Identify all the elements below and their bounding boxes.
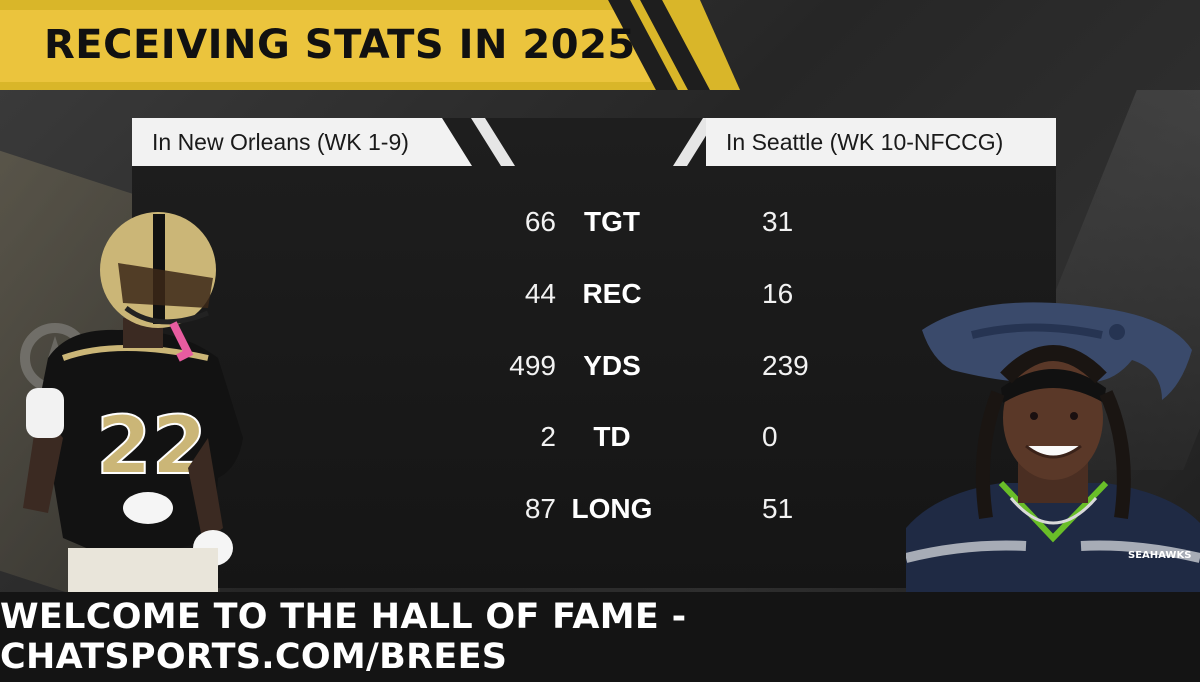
stat-value-right: 239 [762, 350, 809, 381]
team-header-label: In Seattle (WK 10-NFCCG) [726, 128, 1004, 155]
stat-row-td: 2 TD 0 [132, 413, 1056, 463]
stat-value-right: 0 [762, 421, 778, 452]
footer-text: WELCOME TO THE HALL OF FAME - CHATSPORTS… [0, 597, 687, 677]
stat-value-left: 2 [540, 421, 556, 452]
stat-value-right: 51 [762, 493, 794, 524]
team-header-seattle: In Seattle (WK 10-NFCCG) [706, 118, 1056, 166]
stat-value-right: 31 [762, 206, 794, 237]
stat-value-left: 66 [524, 206, 556, 237]
stat-label: REC [582, 278, 642, 309]
stats-panel [132, 118, 1056, 588]
stat-value-right: 16 [762, 278, 794, 309]
stat-row-yds: 499 YDS 239 [132, 342, 1056, 392]
stat-label: YDS [583, 350, 641, 381]
stat-row-rec: 44 REC 16 [132, 270, 1056, 320]
stat-row-long: 87 LONG 51 [132, 485, 1056, 535]
stat-value-left: 499 [509, 350, 556, 381]
saints-player-image: 22 [23, 212, 244, 592]
jersey-number: 22 [96, 399, 207, 492]
stat-label: LONG [571, 493, 653, 524]
stat-value-left: 44 [524, 278, 556, 309]
footer-banner: WELCOME TO THE HALL OF FAME - CHATSPORTS… [0, 592, 1200, 682]
stat-value-left: 87 [524, 493, 556, 524]
stat-label: TD [593, 421, 631, 452]
stat-row-tgt: 66 TGT 31 [132, 198, 1056, 248]
seahawks-player-image: SEAHAWKS [906, 345, 1200, 592]
team-header-label: In New Orleans (WK 1-9) [152, 128, 409, 155]
stat-label: TGT [584, 206, 640, 237]
jersey-text: SEAHAWKS [1128, 550, 1191, 561]
team-header-new-orleans: In New Orleans (WK 1-9) [132, 118, 472, 166]
page-title: RECEIVING STATS IN 2025 [44, 22, 636, 68]
title-banner-inner [0, 10, 660, 82]
